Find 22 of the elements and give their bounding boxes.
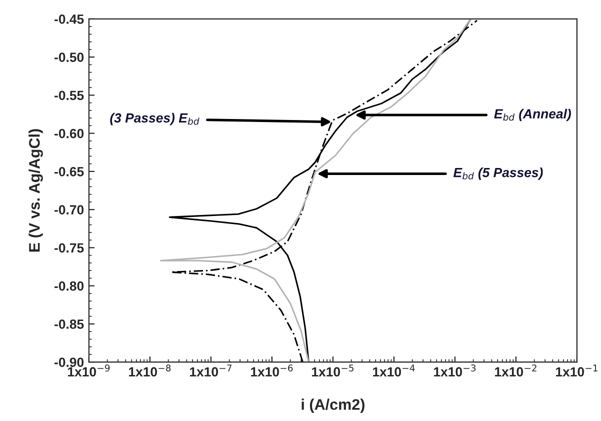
x-tick-label: 1x10$^{−1}$ (556, 364, 598, 377)
x-tick-label: 1x10$^{−2}$ (495, 364, 536, 377)
y-tick-label: -0.50 (54, 52, 84, 62)
x-tick-label: 1x10$^{−5}$ (312, 364, 354, 377)
y-tick-label: -0.45 (54, 14, 84, 24)
x-axis-title: i (A/cm2) (302, 398, 364, 413)
x-tick-label: 1x10$^{−4}$ (373, 364, 415, 377)
x-tick-label: 1x10$^{−8}$ (129, 364, 171, 377)
annotation: E$_{bd}$ (Anneal) (494, 108, 571, 122)
y-tick-label: -0.85 (54, 320, 84, 329)
y-tick-label: -0.65 (54, 167, 84, 176)
y-tick-label: -0.60 (54, 128, 84, 138)
x-tick-label: 1x10$^{−3}$ (434, 364, 476, 377)
y-axis-title: E (V vs. Ag/AgCl) (28, 129, 43, 252)
y-tick-label: -0.70 (54, 205, 84, 214)
y-tick-label: -0.55 (54, 90, 84, 100)
y-tick-label: -0.80 (54, 281, 84, 291)
annotation: (3 Passes) E$_{bd}$ (110, 112, 200, 126)
y-tick-label: -0.75 (54, 243, 84, 253)
x-tick-label: 1x10$^{−6}$ (251, 364, 293, 377)
x-tick-label: 1x10$^{−7}$ (190, 364, 232, 377)
annotation: E$_{bd}$ (5 Passes) (453, 168, 543, 180)
